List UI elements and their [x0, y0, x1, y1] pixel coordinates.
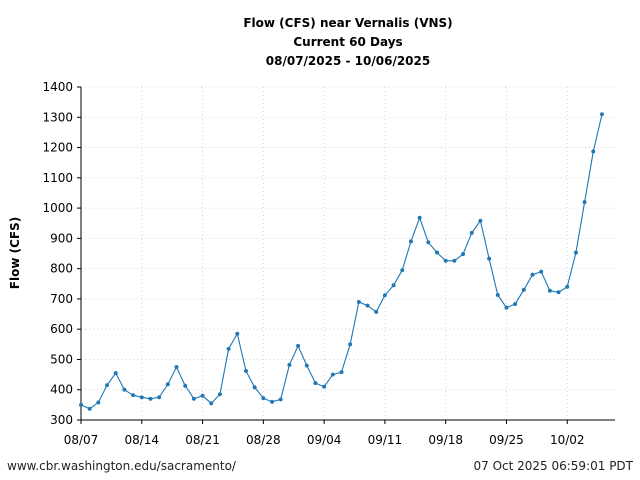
flow-data-point	[573, 250, 578, 255]
flow-data-point	[104, 383, 110, 388]
flow-data-point	[348, 342, 353, 347]
flow-data-point	[426, 240, 431, 245]
y-tick-label: 1000	[42, 201, 73, 215]
flow-data-point	[200, 393, 205, 398]
x-tick-label: 10/02	[550, 433, 585, 447]
x-tick-label: 09/18	[428, 433, 463, 447]
flow-data-point	[191, 396, 196, 401]
flow-data-point	[417, 215, 422, 220]
flow-data-point	[547, 288, 552, 293]
flow-data-point	[287, 362, 292, 367]
flow-data-point	[235, 331, 240, 336]
flow-data-point	[443, 258, 448, 263]
y-tick-label: 900	[50, 231, 73, 245]
flow-data-point	[382, 293, 387, 298]
flow-data-point	[339, 370, 344, 375]
flow-data-point	[365, 303, 370, 308]
flow-data-point	[391, 283, 396, 288]
flow-data-point	[148, 396, 153, 401]
flow-data-point	[217, 392, 222, 397]
flow-data-point	[434, 250, 440, 255]
x-tick-label: 08/07	[64, 433, 99, 447]
flow-data-point	[183, 383, 188, 388]
flow-data-point	[330, 372, 335, 377]
flow-data-point	[495, 292, 500, 298]
flow-data-point	[469, 230, 474, 235]
chart-title-line-3: 08/07/2025 - 10/06/2025	[266, 54, 430, 68]
footer-source-url: www.cbr.washington.edu/sacramento/	[7, 459, 237, 473]
flow-data-point	[304, 363, 309, 368]
flow-data-point	[513, 302, 518, 307]
y-tick-label: 1400	[42, 80, 73, 94]
flow-data-point	[356, 299, 361, 304]
flow-data-point	[452, 258, 457, 263]
y-tick-label: 800	[50, 262, 73, 276]
flow-data-point	[165, 382, 170, 387]
flow-data-point	[322, 384, 327, 389]
chart-title-line-1: Flow (CFS) near Vernalis (VNS)	[243, 16, 452, 30]
flow-data-point	[209, 401, 214, 406]
flow-data-point	[252, 385, 257, 390]
y-tick-label: 1300	[42, 110, 73, 124]
flow-data-point	[113, 371, 118, 376]
flow-data-point	[87, 406, 92, 411]
y-tick-label: 500	[50, 352, 73, 366]
flow-data-point	[296, 343, 301, 348]
flow-data-point	[478, 218, 483, 223]
flow-series-line	[80, 114, 603, 410]
flow-data-point	[122, 387, 127, 392]
flow-data-point	[157, 395, 162, 400]
flow-data-point	[530, 272, 535, 277]
x-axis-ticks: 08/07 08/14 08/21 08/28 09/04 09/11 09/18 09/25…	[64, 420, 585, 447]
flow-data-point	[243, 368, 249, 374]
y-axis-ticks: 300 400 500 600 700 800 900 1000 1100 1200 1300 140…	[42, 80, 81, 427]
flow-data-point	[599, 112, 605, 117]
flow-data-point	[504, 305, 509, 310]
flow-data-point	[313, 381, 318, 386]
flow-data-point	[131, 393, 136, 398]
y-tick-label: 400	[50, 383, 73, 397]
flow-data-point	[261, 396, 266, 401]
flow-data-point	[139, 395, 144, 400]
x-tick-label: 09/25	[489, 433, 524, 447]
flow-data-point	[374, 309, 379, 314]
flow-data-point	[539, 269, 544, 274]
flow-data-point	[96, 400, 101, 405]
flow-data-point	[408, 239, 414, 244]
grid-lines	[80, 86, 615, 421]
flow-data-point	[78, 402, 84, 407]
y-tick-label: 1200	[42, 141, 73, 155]
flow-data-point	[521, 287, 526, 292]
x-tick-label: 08/28	[246, 433, 281, 447]
flow-data-point	[226, 346, 231, 351]
footer-timestamp: 07 Oct 2025 06:59:01 PDT	[473, 459, 633, 473]
flow-data-point	[487, 256, 492, 261]
y-tick-label: 600	[50, 322, 73, 336]
x-tick-label: 08/14	[124, 433, 159, 447]
flow-series	[78, 112, 605, 411]
y-tick-label: 700	[50, 292, 73, 306]
flow-data-point	[582, 199, 587, 205]
x-tick-label: 08/21	[185, 433, 220, 447]
flow-data-point	[400, 268, 405, 273]
flow-data-point	[460, 252, 466, 257]
x-tick-label: 09/11	[368, 433, 403, 447]
x-tick-label: 09/04	[307, 433, 342, 447]
y-axis-label: Flow (CFS)	[8, 217, 22, 289]
flow-data-point	[565, 284, 570, 289]
flow-data-point	[269, 399, 275, 404]
flow-data-point	[174, 364, 179, 370]
flow-data-point	[556, 290, 561, 295]
flow-data-point	[278, 397, 283, 402]
axes	[80, 87, 615, 421]
flow-data-point	[591, 149, 596, 154]
y-tick-label: 1100	[42, 171, 73, 185]
chart-title-line-2: Current 60 Days	[293, 35, 402, 49]
y-tick-label: 300	[50, 413, 73, 427]
